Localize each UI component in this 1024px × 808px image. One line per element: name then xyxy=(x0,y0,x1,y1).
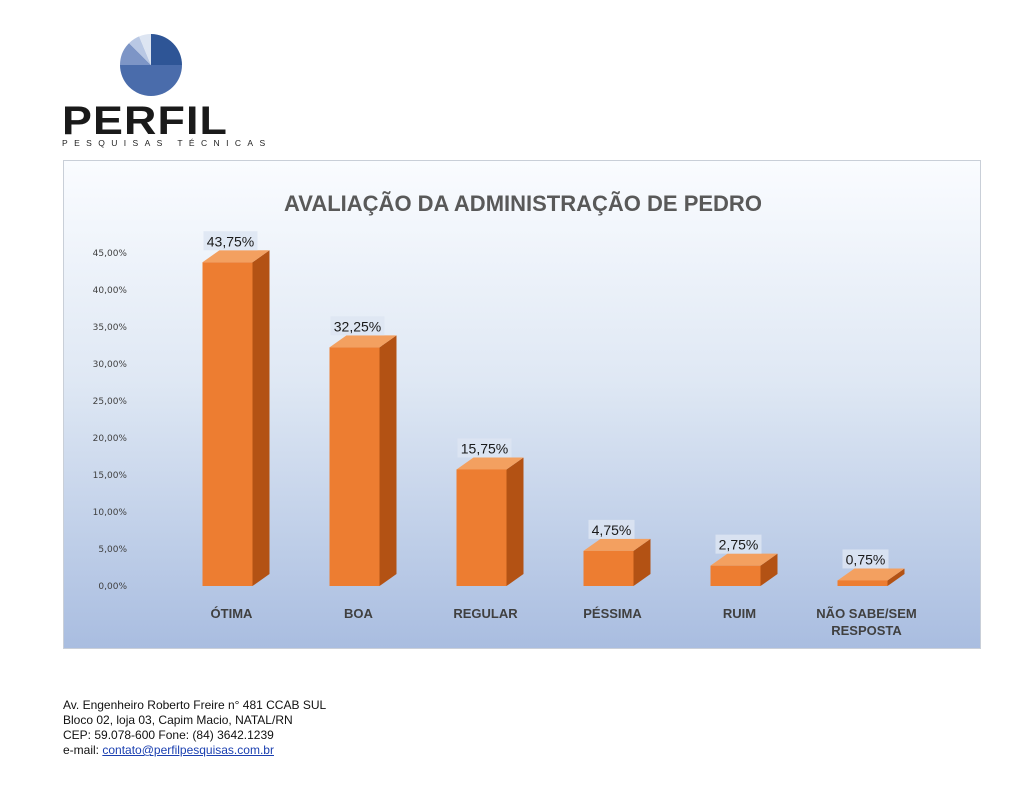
bar-top xyxy=(583,538,651,551)
bar-front xyxy=(710,565,761,586)
bar: 0,75% xyxy=(837,549,905,586)
x-tick-label: RUIM xyxy=(723,606,756,621)
bar-front xyxy=(456,469,507,586)
y-tick-label: 25,00% xyxy=(93,397,128,407)
data-label: 15,75% xyxy=(461,440,508,456)
y-tick-label: 30,00% xyxy=(93,360,128,370)
bar: 15,75% xyxy=(456,438,524,586)
bar-side xyxy=(633,538,651,586)
x-tick-label: RESPOSTA xyxy=(831,623,902,638)
x-tick-label: NÃO SABE/SEM xyxy=(816,606,916,621)
bar-front xyxy=(202,262,253,586)
logo-subtitle: PESQUISAS TÉCNICAS xyxy=(62,138,272,148)
data-label: 2,75% xyxy=(719,537,759,553)
logo-wordmark: PERFIL xyxy=(62,99,229,143)
y-tick-label: 35,00% xyxy=(93,323,128,333)
y-tick-label: 10,00% xyxy=(93,508,128,518)
y-tick-label: 5,00% xyxy=(98,545,127,555)
footer-address: Av. Engenheiro Roberto Freire n° 481 CCA… xyxy=(63,698,326,758)
x-tick-label: PÉSSIMA xyxy=(583,606,642,621)
bar-side xyxy=(760,553,778,586)
data-label-box xyxy=(715,534,762,554)
data-label-box xyxy=(203,231,258,251)
chart-title: AVALIAÇÃO DA ADMINISTRAÇÃO DE PEDRO xyxy=(284,191,762,216)
data-label-box xyxy=(588,519,635,539)
bar-top xyxy=(710,553,778,566)
bar-top xyxy=(329,335,397,348)
bar-side xyxy=(887,568,905,586)
footer-address-line: Bloco 02, loja 03, Capim Macio, NATAL/RN xyxy=(63,713,293,727)
chart-panel: AVALIAÇÃO DA ADMINISTRAÇÃO DE PEDRO 0,00%… xyxy=(63,160,981,649)
y-tick-label: 20,00% xyxy=(93,434,128,444)
y-tick-label: 15,00% xyxy=(93,471,128,481)
bar-top xyxy=(456,457,524,470)
x-tick-label: ÓTIMA xyxy=(211,606,253,621)
footer-address-line: Av. Engenheiro Roberto Freire n° 481 CCA… xyxy=(63,698,327,712)
data-label: 4,75% xyxy=(592,522,632,538)
data-label-box xyxy=(330,316,385,336)
bar-side xyxy=(252,250,270,586)
bar-front xyxy=(837,580,888,586)
data-label: 0,75% xyxy=(846,551,886,567)
footer-phone-line: CEP: 59.078-600 Fone: (84) 3642.1239 xyxy=(63,728,274,742)
email-label: e-mail: xyxy=(63,743,103,757)
bar: 4,75% xyxy=(583,519,651,586)
bar-side xyxy=(379,335,397,586)
bar: 43,75% xyxy=(202,231,270,586)
data-label: 32,25% xyxy=(334,318,381,334)
data-label-box xyxy=(842,549,889,569)
email-link[interactable]: contato@perfilpesquisas.com.br xyxy=(102,743,274,757)
y-tick-label: 45,00% xyxy=(93,249,128,259)
company-logo: PERFIL PESQUISAS TÉCNICAS xyxy=(62,32,265,156)
bar-front xyxy=(329,347,380,586)
y-tick-label: 0,00% xyxy=(98,582,127,592)
footer-email-line: e-mail: contato@perfilpesquisas.com.br xyxy=(63,743,326,758)
data-label: 43,75% xyxy=(207,233,254,249)
bar-top xyxy=(202,250,270,263)
bar-side xyxy=(506,457,524,586)
y-tick-label: 40,00% xyxy=(93,286,128,296)
bar: 32,25% xyxy=(329,316,397,586)
bar: 2,75% xyxy=(710,534,778,586)
bar-top xyxy=(837,568,905,581)
bar-front xyxy=(583,550,634,586)
x-tick-label: REGULAR xyxy=(453,606,518,621)
data-label-box xyxy=(457,438,512,458)
bar-chart: AVALIAÇÃO DA ADMINISTRAÇÃO DE PEDRO 0,00%… xyxy=(93,191,917,638)
x-tick-label: BOA xyxy=(344,606,374,621)
pie-logo-icon xyxy=(120,34,182,96)
